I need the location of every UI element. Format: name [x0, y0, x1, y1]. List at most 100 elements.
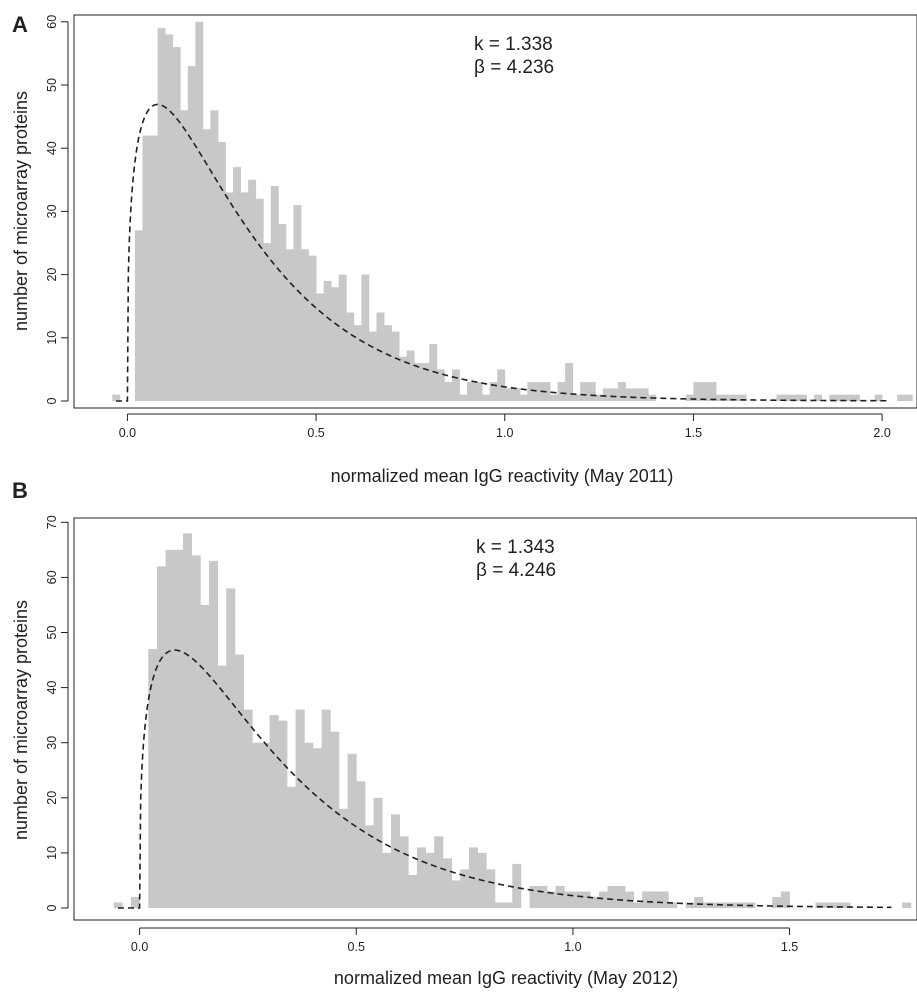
histogram-bar — [538, 885, 548, 908]
histogram-bar — [202, 129, 211, 402]
histogram-bar — [814, 394, 823, 401]
histogram-bar — [776, 394, 785, 401]
histogram-bar — [300, 249, 309, 401]
histogram-bar — [269, 715, 279, 908]
histogram-bar — [180, 110, 189, 401]
panel-b-k-annotation: k = 1.343 — [476, 537, 555, 558]
panel-b-beta-annotation: β = 4.246 — [476, 560, 556, 581]
histogram-bar — [565, 363, 574, 401]
histogram-bar — [157, 28, 166, 402]
y-tick-label: 0 — [45, 397, 59, 404]
histogram-bar — [529, 885, 539, 908]
panel-b-fit-curve — [117, 649, 892, 909]
panel-a-beta-annotation: β = 4.236 — [474, 57, 554, 78]
histogram-bar — [668, 902, 678, 908]
histogram-bar — [595, 394, 604, 401]
histogram-bar — [270, 186, 279, 401]
histogram-bar — [832, 902, 842, 908]
histogram-bar — [841, 902, 851, 908]
panel-a: A 0.0 0.5 1.0 1.5 2.0 0 10 20 30 40 50 60 k = 1.33… — [11, 12, 917, 486]
histogram-bar — [252, 742, 262, 908]
histogram-bar — [780, 891, 790, 908]
histogram-bar — [142, 135, 151, 401]
histogram-bar — [187, 66, 196, 401]
histogram-bar — [546, 891, 556, 908]
histogram-bar — [607, 885, 617, 908]
histogram-bar — [323, 280, 332, 401]
histogram-bar — [459, 394, 468, 401]
histogram-bar — [425, 852, 435, 908]
histogram-bar — [685, 902, 695, 908]
panel-a-bars — [112, 21, 913, 402]
histogram-bar — [904, 394, 913, 401]
histogram-bar — [474, 382, 483, 401]
histogram-bar — [590, 896, 600, 908]
histogram-bar — [391, 331, 400, 401]
histogram-bar — [416, 847, 426, 908]
histogram-bar — [346, 312, 355, 401]
histogram-bar — [240, 192, 249, 401]
histogram-bar — [364, 825, 374, 908]
y-tick-label: 20 — [45, 791, 59, 805]
histogram-bar — [497, 369, 506, 401]
histogram-bar — [278, 224, 287, 401]
histogram-bar — [572, 891, 582, 908]
histogram-bar — [263, 243, 272, 401]
histogram-bar — [353, 325, 362, 401]
panel-b-x-axis: 0.0 0.5 1.0 1.5 — [131, 927, 798, 954]
histogram-bar — [217, 665, 227, 908]
histogram-bar — [233, 167, 242, 401]
y-tick-label: 50 — [45, 78, 59, 92]
histogram-bar — [650, 891, 660, 908]
histogram-bar — [384, 325, 392, 401]
histogram-bar — [278, 720, 288, 908]
histogram-bar — [738, 394, 747, 401]
histogram-bar — [210, 110, 219, 401]
histogram-bar — [610, 388, 619, 401]
histogram-bar — [598, 891, 608, 908]
y-tick-label: 30 — [45, 204, 59, 218]
panel-a-y-axis-title: number of microarray proteins — [11, 91, 31, 331]
histogram-bar — [572, 394, 581, 401]
histogram-bar — [815, 902, 825, 908]
histogram-bar — [182, 533, 192, 908]
histogram-bar — [708, 382, 717, 401]
histogram-bar — [844, 394, 853, 401]
histogram-bar — [694, 896, 704, 908]
histogram-bar — [408, 874, 418, 908]
x-tick-label: 2.0 — [873, 426, 890, 440]
panel-b-x-axis-title: normalized mean IgG reactivity (May 2012… — [334, 968, 678, 988]
y-tick-label: 10 — [45, 846, 59, 860]
histogram-bar — [451, 880, 461, 908]
histogram-bar — [234, 654, 244, 908]
histogram-bar — [330, 731, 340, 908]
histogram-bar — [148, 649, 158, 908]
histogram-bar — [581, 891, 591, 908]
histogram-bar — [321, 709, 331, 908]
histogram-bar — [512, 388, 521, 401]
histogram-bar — [248, 179, 257, 401]
histogram-bar — [467, 382, 475, 401]
histogram-bar — [421, 363, 430, 401]
histogram-bar — [486, 869, 496, 908]
panel-a-plot-frame — [73, 14, 917, 409]
histogram-bar — [482, 394, 491, 401]
histogram-bar — [226, 588, 236, 908]
panel-a-x-axis: 0.0 0.5 1.0 1.5 2.0 — [119, 413, 891, 440]
histogram-bar — [783, 394, 792, 401]
histogram-bar — [564, 891, 574, 908]
histogram-bar — [550, 394, 558, 401]
panel-b-letter: B — [12, 478, 28, 503]
histogram-bar — [659, 891, 669, 908]
histogram-bar — [693, 382, 702, 401]
panel-a-k-annotation: k = 1.338 — [474, 34, 553, 55]
histogram-bar — [414, 363, 423, 401]
histogram-bar — [587, 382, 596, 401]
histogram-bar — [460, 869, 470, 908]
histogram-bar — [130, 896, 140, 908]
y-tick-label: 70 — [45, 515, 59, 529]
histogram-bar — [406, 350, 415, 401]
histogram-bar — [373, 797, 383, 908]
x-tick-label: 0.0 — [119, 426, 136, 440]
histogram-bar — [836, 394, 845, 401]
